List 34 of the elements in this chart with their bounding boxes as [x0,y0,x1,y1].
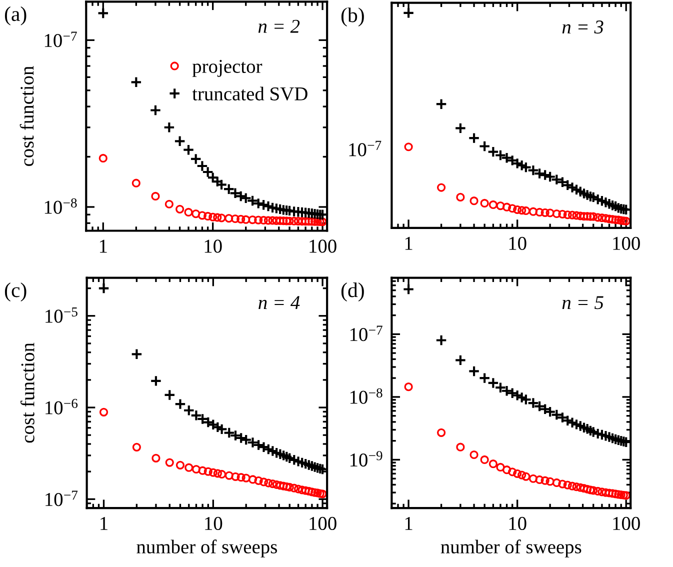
y-axis-title: cost function [20,342,34,443]
x-tick-label: 1 [100,240,107,253]
x-tick-label: 100 [310,240,336,253]
x-tick-label: 1 [405,236,412,250]
x-tick-label: 1 [100,517,108,530]
text: (a) [4,6,26,26]
x-tick-label: 10 [205,516,222,530]
y-tick-label: 10$^{−7}$ [350,326,382,342]
x-tick-label: 10 [204,240,222,253]
x-axis-title: number of sweeps [440,540,582,558]
legend-label: projector [192,60,262,77]
x-tick-label: 10 [509,516,526,530]
y-tick-label: 10$^{−7}$ [46,490,78,506]
y-tick-label: 10$^{−8}$ [350,388,382,404]
x-axis-title: number of sweeps [136,540,277,558]
annotation: n = 5 [562,296,604,310]
annotation: n = 2 [258,20,300,33]
text: (b) [341,8,364,26]
x-tick-label: 100 [310,516,336,530]
x-tick-label: 100 [613,236,640,250]
y-tick-label: 10$^{−5}$ [46,307,78,323]
annotation: n = 3 [562,20,604,34]
y-tick-label: 10$^{−8}$ [44,198,77,214]
y-axis-title: cost function [20,66,34,166]
x-tick-label: 1 [405,517,412,530]
y-tick-label: 10$^{−7}$ [44,32,77,48]
y-tick-label: 10$^{−6}$ [46,398,78,414]
legend-label: truncated SVD [192,86,308,101]
y-tick-label: 10$^{−9}$ [350,451,382,467]
annotation: n = 4 [258,296,300,309]
text: (d) [341,282,364,302]
text: (c) [4,282,26,302]
x-tick-label: 100 [613,516,640,530]
x-tick-label: 10 [509,236,526,250]
